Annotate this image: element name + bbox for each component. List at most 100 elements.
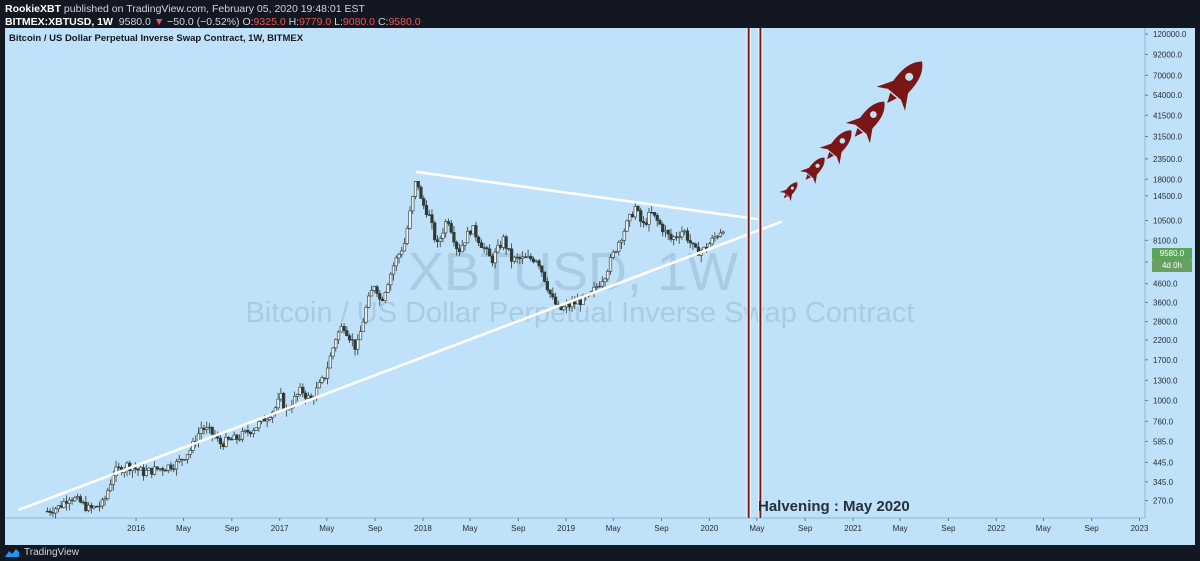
candle-body	[227, 436, 231, 440]
candle-body	[548, 289, 552, 295]
time-tick-label: 2021	[844, 524, 862, 533]
candle-body	[419, 186, 423, 199]
candle-body	[474, 225, 478, 238]
price-tick-label: 54000.0	[1153, 91, 1182, 100]
price-tick-label: 120000.0	[1153, 30, 1187, 39]
candle-body	[375, 286, 379, 294]
candle-body	[180, 458, 184, 461]
candle-body	[658, 220, 662, 225]
candle-body	[595, 286, 599, 288]
candle-body	[246, 430, 250, 433]
price-change: −50.0 (−0.52%)	[167, 16, 240, 28]
candle-body	[86, 504, 91, 511]
chart-area[interactable]: XBTUSD, 1W Bitcoin / US Dollar Perpetual…	[5, 28, 1195, 545]
candle-body	[397, 254, 401, 259]
candle-body	[466, 230, 470, 244]
tradingview-brand[interactable]: TradingView	[4, 547, 79, 558]
candle-body	[446, 221, 451, 224]
price-tick-label: 760.0	[1153, 417, 1174, 426]
time-axis[interactable]: 2016 May Sep 2017 May Sep 2018 May Sep 2019 May Sep…	[5, 517, 1149, 533]
candle-body	[680, 231, 684, 238]
time-tick-label: 2022	[987, 524, 1005, 533]
candle-body	[435, 239, 440, 242]
last-price: 9580.0	[118, 16, 151, 28]
candle-body	[597, 285, 602, 288]
price-axis[interactable]: 120000.0 92000.0 70000.0 54000.0 41500.0 3150…	[1144, 28, 1187, 518]
candle-body	[663, 229, 668, 233]
candle-body	[303, 392, 308, 399]
candle-body	[342, 326, 346, 331]
candle-body	[141, 467, 146, 476]
candle-body	[106, 490, 110, 500]
price-chart[interactable]: XBTUSD, 1W Bitcoin / US Dollar Perpetual…	[5, 28, 1195, 545]
time-tick-label: 2020	[701, 524, 719, 533]
candle-body	[117, 466, 121, 469]
author-name[interactable]: RookieXBT	[5, 3, 62, 15]
candle-body	[641, 221, 646, 224]
candle-body	[188, 450, 192, 455]
price-tick-label: 8100.0	[1153, 236, 1178, 245]
candle-body	[147, 467, 151, 471]
candle-body	[361, 321, 365, 332]
candle-body	[713, 236, 717, 239]
rocket-window	[905, 72, 914, 81]
rocket-fin-left	[876, 80, 896, 89]
candle-body	[205, 427, 209, 431]
price-tick-label: 3600.0	[1153, 298, 1178, 307]
candle-body	[444, 221, 448, 234]
candle-body	[56, 505, 60, 510]
price-tick-label: 92000.0	[1153, 50, 1182, 59]
rocket-window	[790, 186, 794, 190]
price-tick-label: 1300.0	[1153, 376, 1178, 385]
price-tick-label: 445.0	[1153, 458, 1174, 467]
time-tick-label: Sep	[368, 524, 383, 533]
candle-body	[611, 251, 615, 258]
candle-body	[45, 510, 49, 513]
candle-body	[452, 232, 456, 243]
rocket-fin-left	[779, 189, 788, 193]
rocket-window	[815, 163, 820, 168]
candle-body	[501, 236, 505, 248]
time-tick-label: 2016	[127, 524, 145, 533]
candle-body	[364, 306, 368, 323]
halving-lines[interactable]	[746, 28, 763, 518]
candle-body	[413, 181, 418, 197]
candle-body	[232, 434, 236, 441]
high-value: 9779.0	[299, 16, 332, 28]
rocket-icon	[779, 182, 798, 202]
bar-countdown-badge: 4d 0h	[1152, 260, 1192, 272]
rocket-fin-left	[845, 117, 862, 125]
candle-body	[276, 398, 280, 409]
candle-body	[65, 501, 69, 504]
open-label: O:	[242, 16, 254, 28]
rocket-fin-left	[799, 167, 811, 173]
rocket-fin-right	[789, 193, 793, 202]
tradingview-logo-icon	[5, 548, 19, 557]
candle-body	[372, 286, 376, 291]
time-tick-label: May	[319, 524, 334, 533]
candle-body	[67, 499, 71, 504]
candle-body	[636, 206, 640, 211]
candle-body	[334, 339, 338, 349]
candle-body	[380, 298, 385, 301]
price-tick-label: 585.0	[1153, 437, 1174, 446]
candle-body	[430, 214, 434, 224]
candle-body	[449, 223, 453, 233]
time-tick-label: Sep	[941, 524, 956, 533]
candle-body	[460, 245, 464, 253]
price-tick-label: 2800.0	[1153, 318, 1178, 327]
candle-body	[54, 508, 58, 514]
low-label: L:	[334, 16, 343, 28]
halving-annotation[interactable]: Halvening : May 2020	[758, 498, 910, 515]
candle-body	[169, 464, 173, 470]
candle-body	[553, 296, 558, 305]
trendlines[interactable]	[18, 170, 783, 511]
symbol-label: BITMEX:XBTUSD, 1W	[5, 16, 113, 28]
candle-body	[600, 281, 604, 287]
candle-body	[367, 295, 371, 308]
candle-body	[510, 248, 514, 262]
candle-body	[455, 241, 459, 250]
candle-body	[400, 250, 404, 255]
close-value: 9580.0	[388, 16, 421, 28]
candle-body	[185, 454, 190, 460]
